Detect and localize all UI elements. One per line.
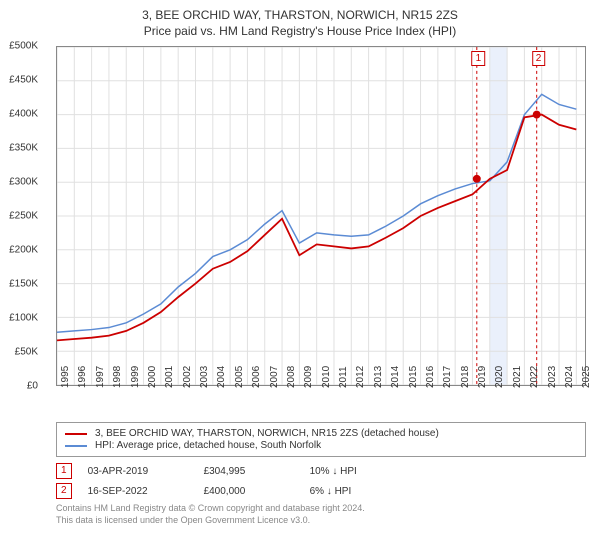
y-tick-label: £100K [9,313,38,324]
y-tick-label: £200K [9,245,38,256]
x-tick-label: 2019 [477,366,488,388]
x-tick-label: 2024 [564,366,575,388]
y-tick-label: £150K [9,279,38,290]
y-tick-label: £450K [9,75,38,86]
sale-marker-badge: 2 [532,51,546,66]
legend-item: HPI: Average price, detached house, Sout… [65,440,577,451]
x-tick-label: 2020 [494,366,505,388]
x-tick-label: 2005 [234,366,245,388]
sale-date: 16-SEP-2022 [88,486,188,497]
x-tick-label: 2021 [512,366,523,388]
x-axis-ticks: 1995199619971998199920002001200220032004… [56,386,586,420]
sale-marker-badge: 1 [472,51,486,66]
x-tick-label: 2014 [390,366,401,388]
x-tick-label: 2008 [286,366,297,388]
footer-line: This data is licensed under the Open Gov… [56,515,586,527]
x-tick-label: 2015 [408,366,419,388]
legend-label: HPI: Average price, detached house, Sout… [95,440,321,451]
y-tick-label: £0 [27,381,38,392]
x-tick-label: 2025 [581,366,592,388]
x-tick-label: 2004 [216,366,227,388]
y-tick-label: £400K [9,109,38,120]
sale-price: £304,995 [204,466,294,477]
plot-area: 12 [56,46,586,386]
sale-date: 03-APR-2019 [88,466,188,477]
legend-item: 3, BEE ORCHID WAY, THARSTON, NORWICH, NR… [65,428,577,439]
chart-container: 3, BEE ORCHID WAY, THARSTON, NORWICH, NR… [0,0,600,420]
x-tick-label: 1999 [130,366,141,388]
x-tick-label: 2000 [147,366,158,388]
y-tick-label: £250K [9,211,38,222]
y-tick-label: £500K [9,41,38,52]
x-tick-label: 2013 [373,366,384,388]
legend-swatch [65,445,87,447]
x-tick-label: 2012 [355,366,366,388]
x-tick-label: 2002 [182,366,193,388]
x-tick-label: 2023 [547,366,558,388]
legend-swatch [65,433,87,435]
sale-badge: 2 [56,483,72,499]
x-tick-label: 2022 [529,366,540,388]
x-tick-label: 2003 [199,366,210,388]
x-tick-label: 1995 [60,366,71,388]
sale-table: 1 03-APR-2019 £304,995 10% ↓ HPI 2 16-SE… [56,463,586,499]
y-tick-label: £350K [9,143,38,154]
x-tick-label: 2010 [321,366,332,388]
chart-title: 3, BEE ORCHID WAY, THARSTON, NORWICH, NR… [14,8,586,22]
chart-subtitle: Price paid vs. HM Land Registry's House … [14,24,586,38]
sale-diff: 10% ↓ HPI [310,466,390,477]
legend-label: 3, BEE ORCHID WAY, THARSTON, NORWICH, NR… [95,428,439,439]
y-tick-label: £300K [9,177,38,188]
x-tick-label: 1997 [95,366,106,388]
sale-price: £400,000 [204,486,294,497]
x-tick-label: 2011 [338,366,349,388]
x-tick-label: 1996 [77,366,88,388]
x-tick-label: 2001 [164,366,175,388]
x-tick-label: 2018 [460,366,471,388]
x-tick-label: 1998 [112,366,123,388]
sale-diff: 6% ↓ HPI [310,486,390,497]
y-tick-label: £50K [15,347,38,358]
sale-badge: 1 [56,463,72,479]
chart-titles: 3, BEE ORCHID WAY, THARSTON, NORWICH, NR… [14,8,586,38]
x-tick-label: 2017 [442,366,453,388]
x-tick-label: 2007 [269,366,280,388]
sale-row: 1 03-APR-2019 £304,995 10% ↓ HPI [56,463,586,479]
x-tick-label: 2016 [425,366,436,388]
sale-row: 2 16-SEP-2022 £400,000 6% ↓ HPI [56,483,586,499]
legend: 3, BEE ORCHID WAY, THARSTON, NORWICH, NR… [56,422,586,457]
footer: Contains HM Land Registry data © Crown c… [56,503,586,526]
x-tick-label: 2006 [251,366,262,388]
x-tick-label: 2009 [303,366,314,388]
footer-line: Contains HM Land Registry data © Crown c… [56,503,586,515]
plot-svg [57,47,585,385]
